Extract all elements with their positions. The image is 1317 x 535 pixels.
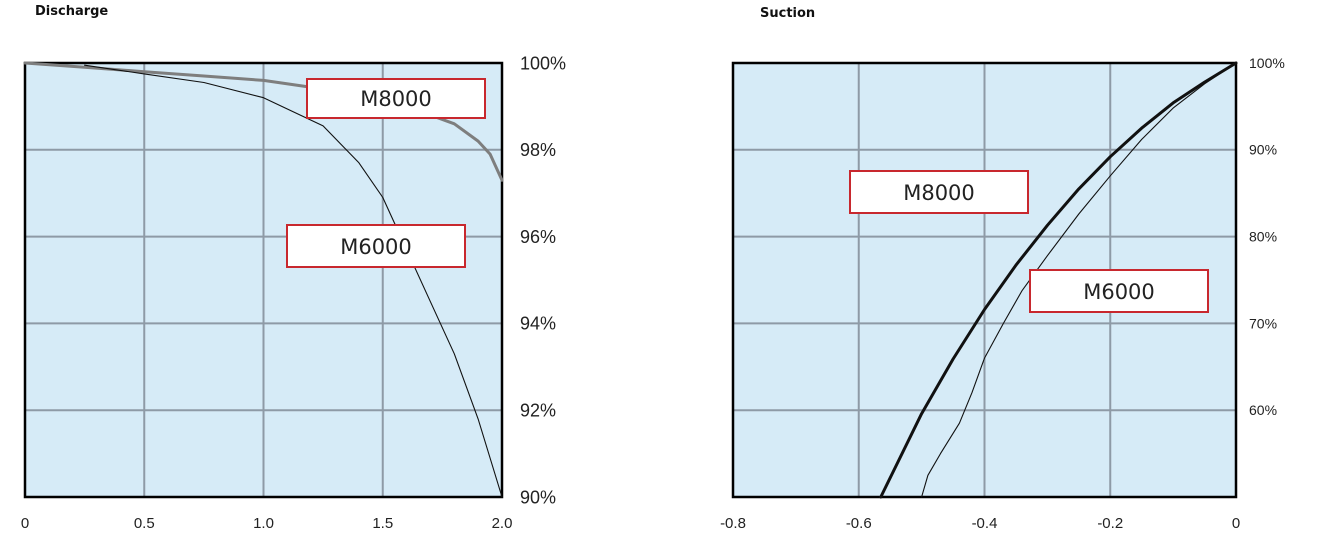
label-box-m6000	[286, 224, 466, 268]
label-text-m6000: M6000	[340, 235, 412, 259]
x-tick-label: -0.6	[846, 515, 872, 532]
y-tick-label: 70%	[1249, 315, 1277, 331]
y-tick-label: 96%	[520, 227, 556, 247]
y-tick-label: 100%	[1249, 55, 1285, 71]
x-tick-label: 0	[21, 515, 29, 532]
x-tick-label: 1.5	[372, 515, 393, 532]
y-tick-label: 92%	[520, 401, 556, 421]
label-text-m8000: M8000	[360, 87, 432, 111]
label-box-m6000	[1029, 269, 1209, 313]
series-line-m6000	[921, 62, 1237, 498]
chart-discharge: 0 0.5 1.0 1.5 2.0 90% 92% 94% 96% 98% 100% M8000 M60…	[21, 53, 566, 532]
y-tick-label: 100%	[520, 53, 566, 73]
x-tick-label: 1.0	[253, 515, 274, 532]
x-tick-label: -0.8	[720, 515, 746, 532]
series-line-m8000	[879, 61, 1238, 499]
label-box-m8000	[849, 170, 1029, 214]
y-tick-label: 94%	[520, 314, 556, 334]
y-tick-label: 80%	[1249, 229, 1277, 245]
label-text-m8000: M8000	[903, 181, 975, 205]
y-tick-label: 90%	[520, 487, 556, 507]
plot-frame	[731, 61, 1238, 499]
x-tick-label: -0.4	[972, 515, 998, 532]
y-tick-label: 90%	[1249, 142, 1277, 158]
x-tick-label: 0	[1232, 515, 1240, 532]
x-tick-label: 0.5	[134, 515, 155, 532]
discharge-chart-title: Discharge	[35, 4, 109, 19]
y-tick-label: 60%	[1249, 402, 1277, 418]
x-tick-label: 2.0	[492, 515, 513, 532]
y-tick-label: 98%	[520, 140, 556, 160]
chart-suction: -0.8 -0.6 -0.4 -0.2 0 60% 70% 80% 90% 100% M8000 M6…	[720, 55, 1285, 532]
suction-chart-title: Suction	[760, 6, 816, 21]
plot-frame	[23, 61, 504, 499]
x-tick-label: -0.2	[1097, 515, 1123, 532]
series-line-m6000	[84, 64, 503, 498]
label-box-m8000	[306, 78, 486, 119]
label-text-m6000: M6000	[1083, 280, 1155, 304]
